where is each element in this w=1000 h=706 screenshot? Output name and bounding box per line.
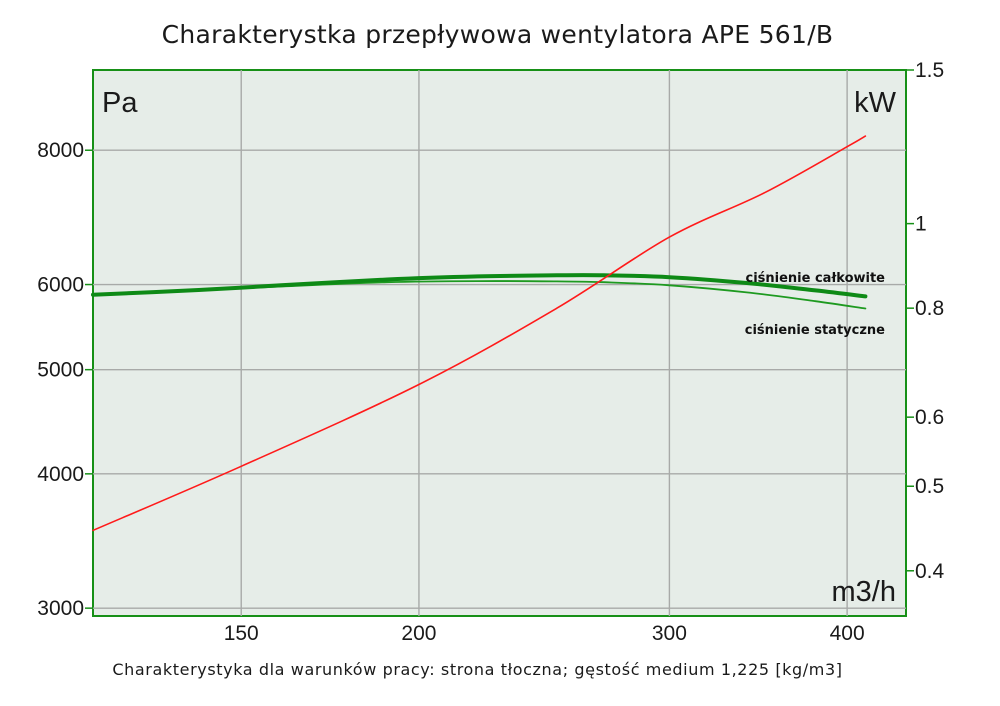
x-tick-200: 200 — [401, 622, 436, 645]
y-right-tick-0.4: 0.4 — [915, 560, 945, 583]
power-curve — [92, 135, 867, 532]
chart-title: Charakterystka przepływowa wentylatora A… — [161, 20, 834, 49]
y-left-tick-4000: 4000 — [37, 463, 84, 486]
chart-footnote: Charakterystyka dla warunków pracy: stro… — [112, 660, 843, 679]
y-right-tick-1.5: 1.5 — [915, 59, 944, 82]
y-left-tick-3000: 3000 — [37, 597, 84, 620]
y-right-tick-0.5: 0.5 — [915, 475, 944, 498]
curves — [91, 135, 868, 532]
y-right-tick-0.6: 0.6 — [915, 406, 944, 429]
x-tick-400: 400 — [830, 622, 865, 645]
y-right-tick-1: 1 — [915, 213, 927, 236]
y-left-tick-5000: 5000 — [37, 359, 84, 382]
static-pressure-label: ciśnienie statyczne — [745, 323, 885, 338]
y-left-unit-label: Pa — [102, 87, 138, 119]
total-pressure-label: ciśnienie całkowite — [745, 271, 885, 286]
y-left-tick-8000: 8000 — [37, 139, 84, 162]
x-tick-300: 300 — [652, 622, 687, 645]
x-tick-150: 150 — [224, 622, 259, 645]
total-pressure-curve — [91, 273, 868, 299]
y-left-tick-6000: 6000 — [37, 274, 84, 297]
y-right-unit-label: kW — [854, 87, 897, 119]
plot-area — [92, 69, 907, 617]
y-right-tick-0.8: 0.8 — [915, 297, 944, 320]
tick-labels: 150 200 300 400 3000 4000 5000 6000 8000 0.4 0.5 0.… — [37, 59, 944, 645]
x-unit-label: m3/h — [832, 576, 896, 608]
